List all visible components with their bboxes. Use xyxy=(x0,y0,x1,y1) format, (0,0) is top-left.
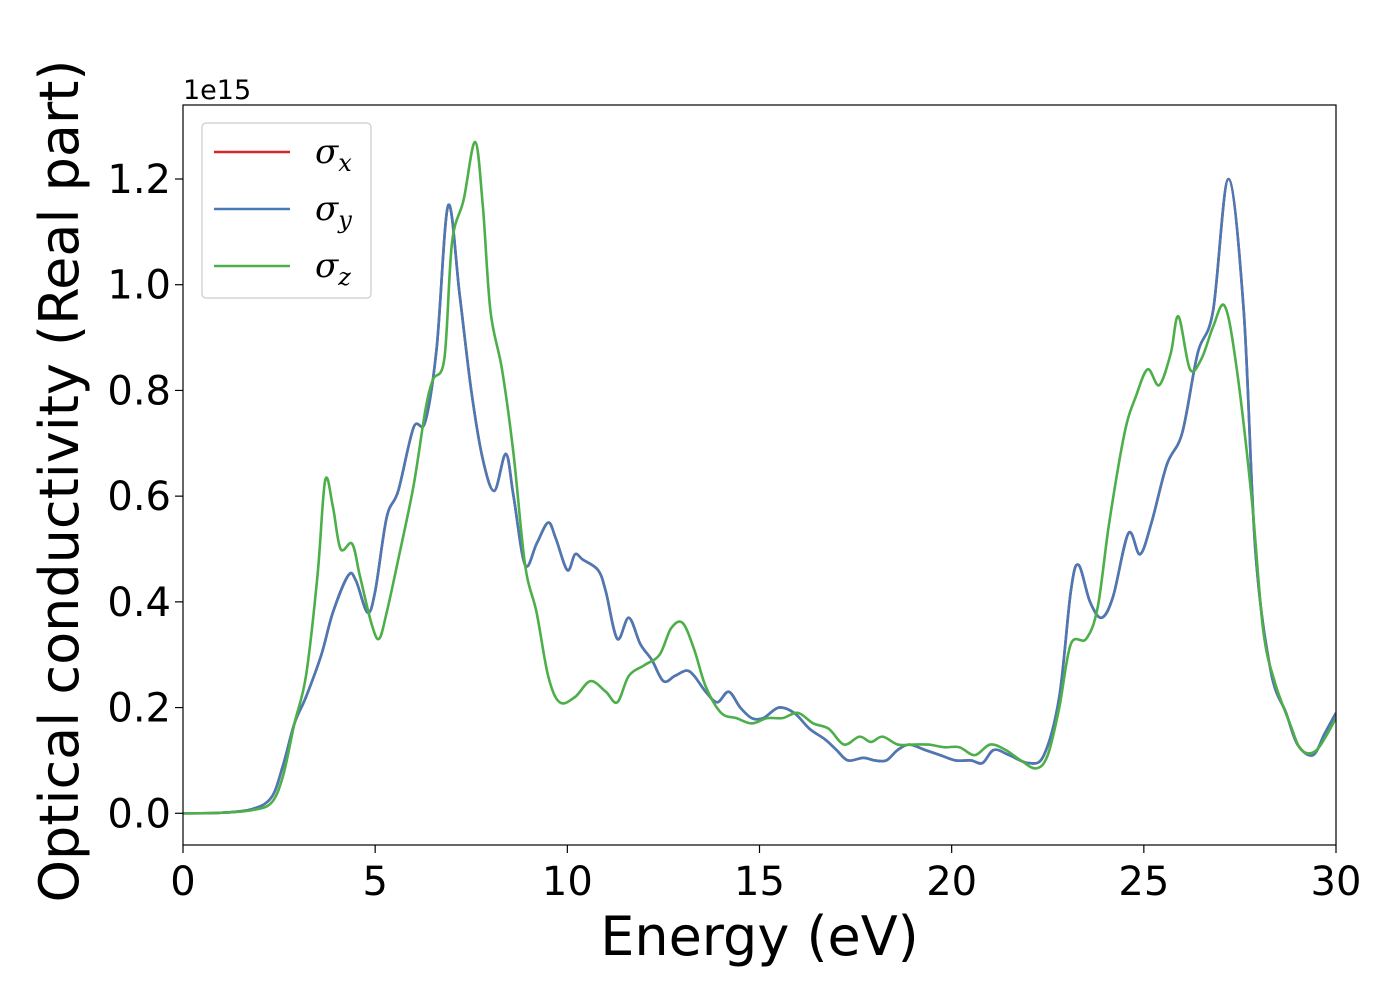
x-tick-label: 10 xyxy=(542,859,593,905)
series-lines xyxy=(183,140,1336,815)
x-axis-title: Energy (eV) xyxy=(600,905,919,968)
y-tick-label: 0.8 xyxy=(107,368,171,414)
x-tick-label: 20 xyxy=(926,859,977,905)
series-line-sigma-z xyxy=(183,140,1336,815)
y-tick-label: 1.2 xyxy=(107,157,171,203)
y-axis-offset-label: 1e15 xyxy=(183,75,251,106)
legend-box xyxy=(201,122,372,299)
series-line-sigma-y xyxy=(183,177,1336,815)
x-tick-label: 5 xyxy=(362,859,387,905)
y-axis-ticks: 0.0 0.2 0.4 0.6 0.8 1.0 1.2 xyxy=(107,157,183,837)
legend-label-sigma-x: σx xyxy=(315,132,352,177)
legend-label-sigma-y: σy xyxy=(315,189,352,234)
x-tick-label: 15 xyxy=(734,859,785,905)
x-tick-label: 25 xyxy=(1118,859,1169,905)
x-tick-label: 30 xyxy=(1311,859,1362,905)
y-tick-label: 0.0 xyxy=(107,791,171,837)
y-tick-label: 1.0 xyxy=(107,263,171,309)
y-tick-label: 0.4 xyxy=(107,580,171,626)
y-axis-title: Optical conductivity (Real part) xyxy=(28,60,91,903)
legend-label-sigma-z: σz xyxy=(315,246,351,291)
y-tick-label: 0.6 xyxy=(107,474,171,520)
legend: σx σy σz xyxy=(201,122,372,299)
x-tick-label: 0 xyxy=(170,859,195,905)
y-tick-label: 0.2 xyxy=(107,686,171,732)
x-axis-ticks: 0 5 10 15 20 25 30 xyxy=(170,845,1361,905)
